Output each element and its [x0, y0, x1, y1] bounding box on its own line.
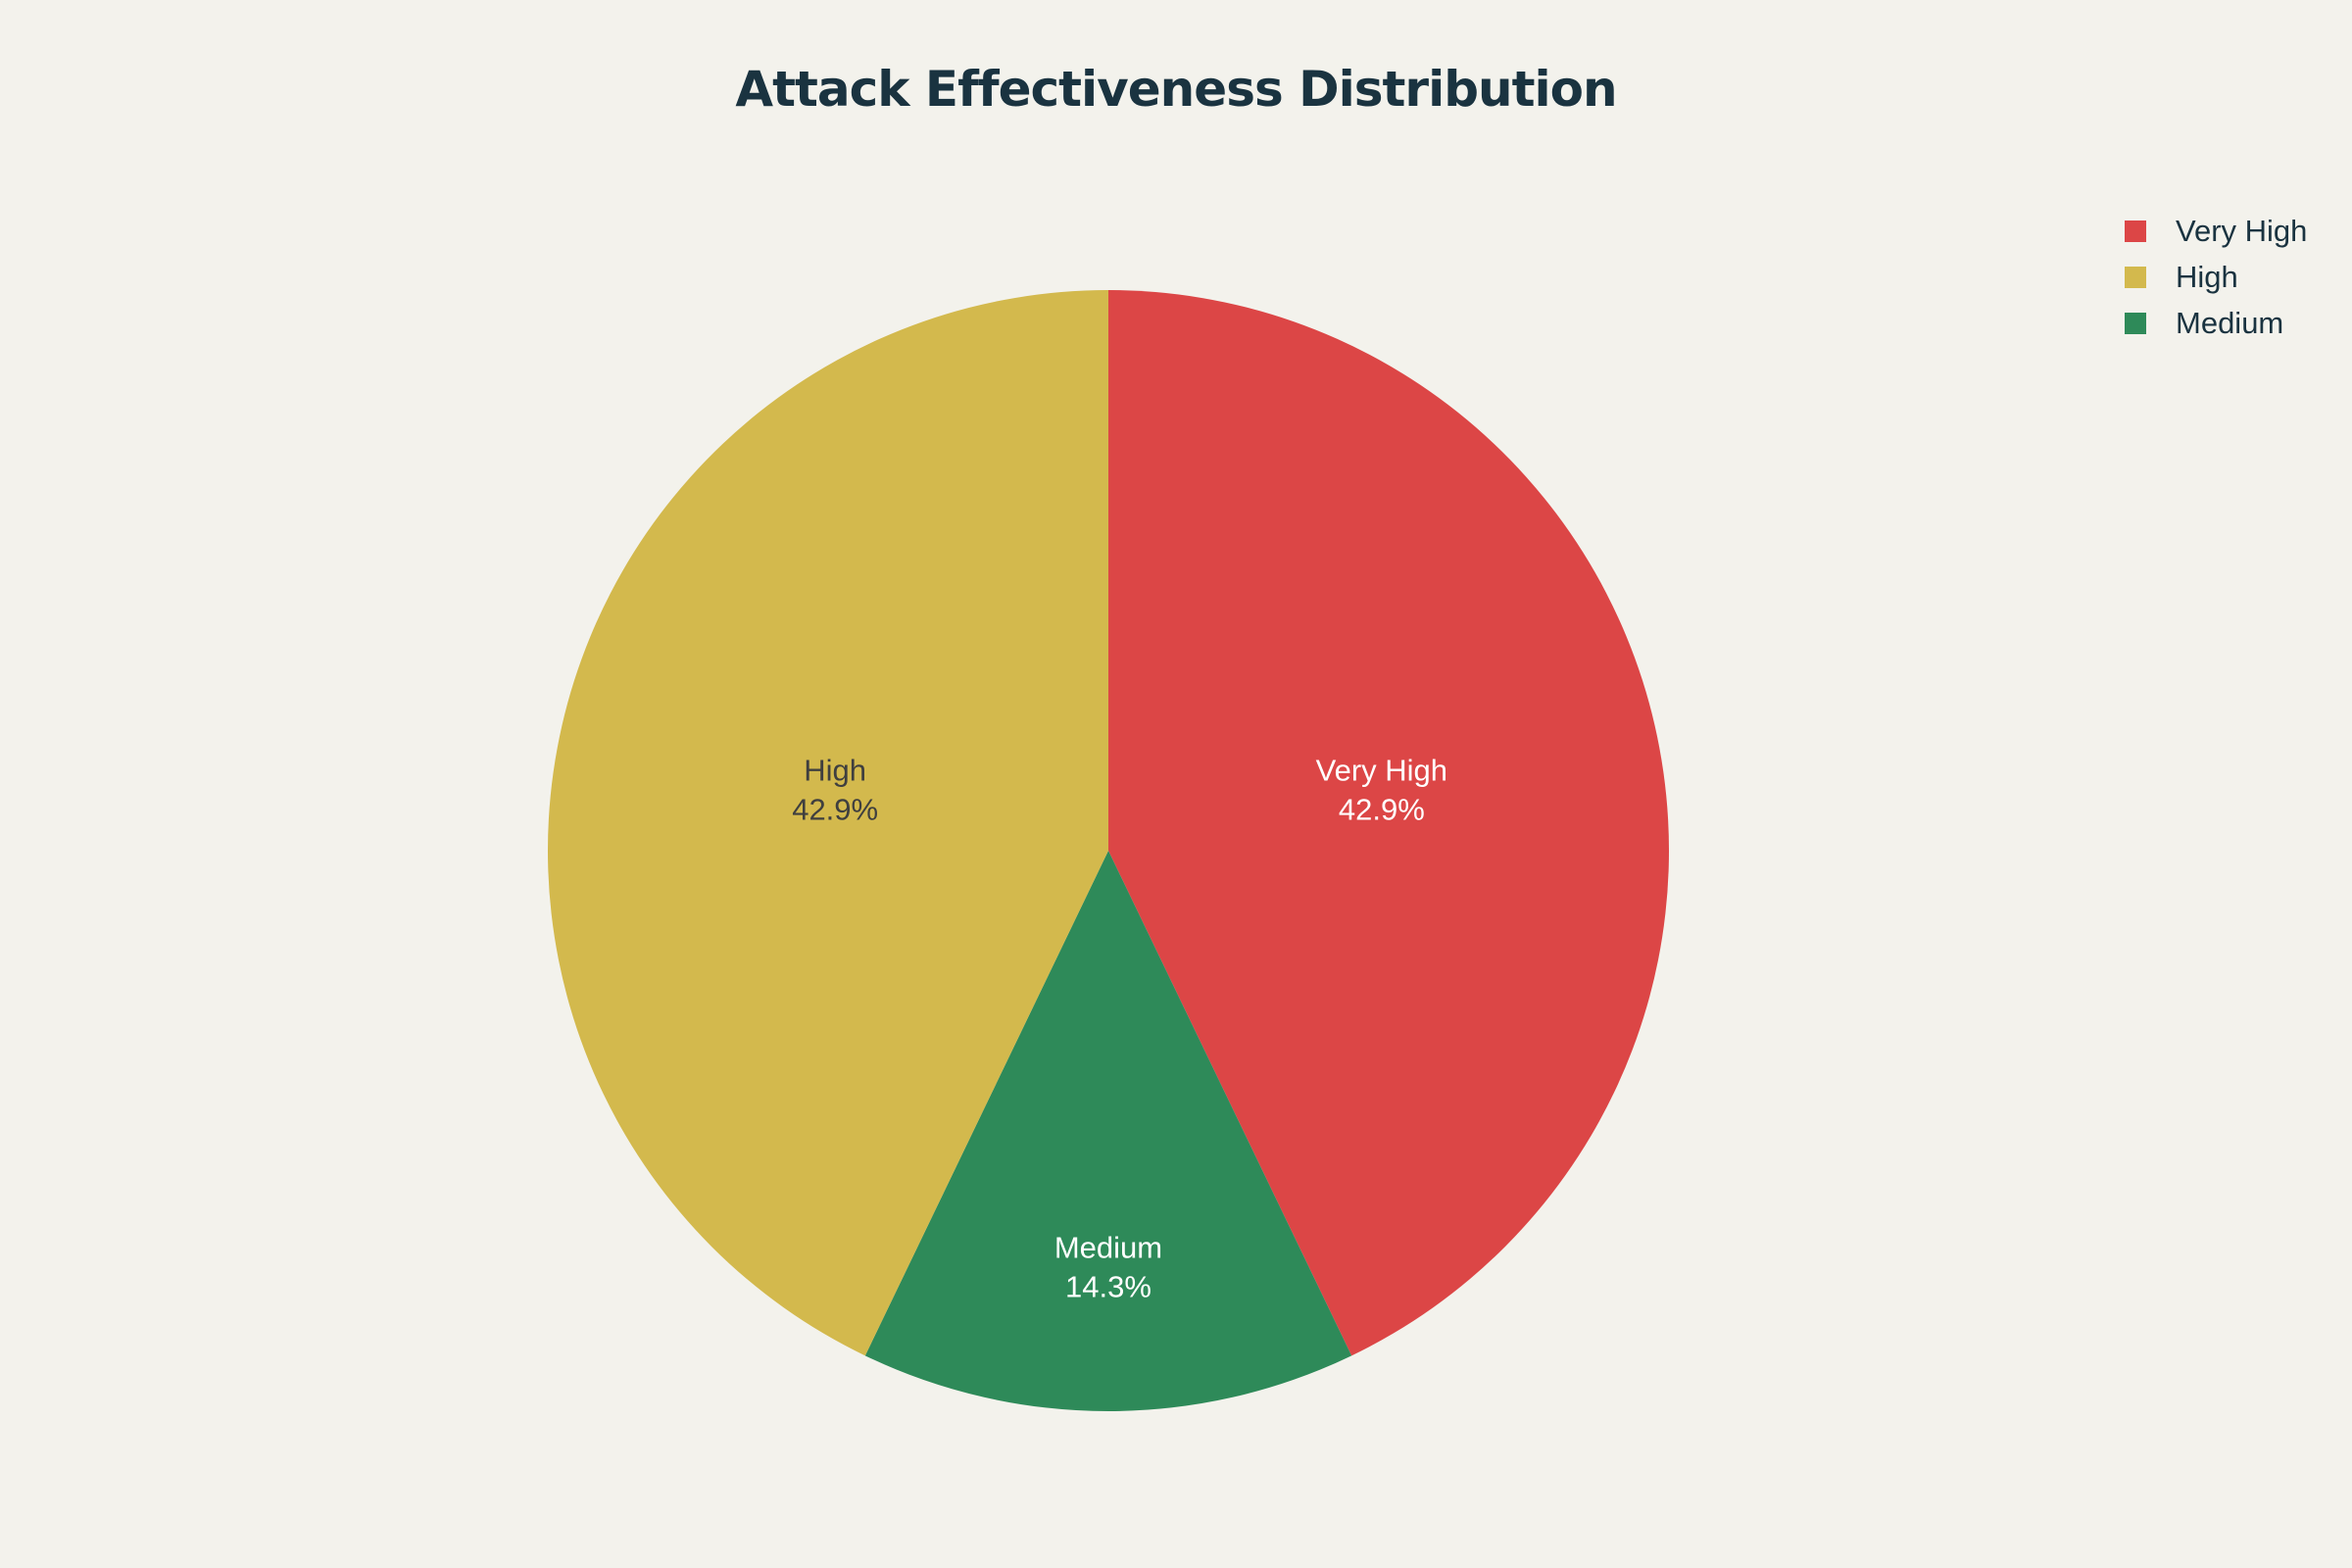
chart-title: Attack Effectiveness Distribution — [735, 61, 1617, 118]
pie-slice-medium[interactable] — [864, 851, 1352, 1411]
legend-swatch — [2125, 220, 2146, 242]
legend-swatch — [2125, 312, 2146, 334]
slice-label-name: High — [804, 753, 866, 787]
pie-slice-high[interactable] — [547, 290, 1108, 1356]
legend-item-high[interactable]: High — [2125, 254, 2307, 300]
legend: Very High High Medium — [2125, 208, 2307, 346]
slice-label-name: Medium — [1054, 1230, 1162, 1264]
pie-slice-very-high[interactable] — [1108, 290, 1670, 1356]
legend-item-very-high[interactable]: Very High — [2125, 208, 2307, 254]
slice-label-percent: 42.9% — [792, 792, 878, 826]
legend-label: Very High — [2176, 213, 2308, 248]
slice-label-name: Very High — [1316, 753, 1447, 787]
legend-label: High — [2176, 259, 2238, 294]
legend-item-medium[interactable]: Medium — [2125, 300, 2307, 346]
legend-swatch — [2125, 266, 2146, 288]
slice-label-percent: 42.9% — [1339, 792, 1425, 826]
slice-label-percent: 14.3% — [1065, 1269, 1152, 1303]
legend-label: Medium — [2176, 305, 2284, 340]
